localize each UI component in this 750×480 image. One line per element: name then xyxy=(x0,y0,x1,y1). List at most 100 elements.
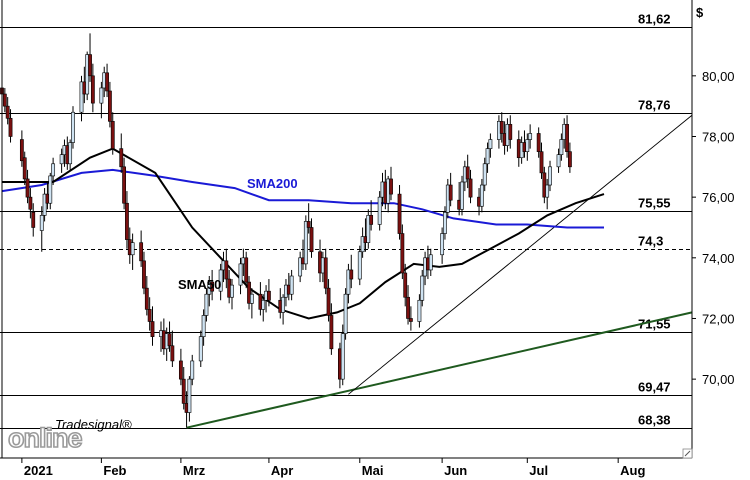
y-tick-label-1: 72,00 xyxy=(702,311,735,326)
candle-13 xyxy=(51,157,56,186)
candle-body xyxy=(170,345,175,362)
candle-132 xyxy=(536,127,541,158)
candle-53 xyxy=(210,269,215,301)
x-tick-label-1: Feb xyxy=(103,463,126,478)
candle-body xyxy=(31,212,36,228)
candle-body xyxy=(565,124,569,152)
y-tick-label-0: 70,00 xyxy=(702,372,735,387)
candle-121 xyxy=(488,133,493,158)
candle-93 xyxy=(377,191,382,231)
candle-33 xyxy=(130,233,135,270)
candle-67 xyxy=(267,279,271,307)
candle-body xyxy=(59,154,64,165)
y-axis: 70,00 72,00 74,00 76,00 78,00 80,00 xyxy=(692,69,735,387)
candle-101 xyxy=(406,285,410,325)
candle-89 xyxy=(360,227,365,258)
candle-62 xyxy=(247,276,251,310)
candle-137 xyxy=(556,148,561,173)
candle-body xyxy=(482,163,487,186)
candle-91 xyxy=(366,209,371,249)
axis-frame xyxy=(0,0,693,459)
level-label-0: 81,62 xyxy=(638,12,671,27)
candle-body xyxy=(536,133,541,152)
candle-body xyxy=(499,121,504,134)
candle-body xyxy=(244,257,249,283)
y-tick-label-5: 80,00 xyxy=(702,69,735,84)
candle-body xyxy=(39,215,44,231)
candle-body xyxy=(369,215,374,225)
x-tick-label-3: Apr xyxy=(271,463,293,478)
candle-9 xyxy=(39,206,44,252)
candle-body xyxy=(147,309,152,322)
candle-36 xyxy=(144,276,149,316)
candle-body xyxy=(428,254,433,271)
candlesticks xyxy=(0,33,572,428)
candle-body xyxy=(323,257,328,289)
candle-102 xyxy=(408,306,413,331)
candle-17 xyxy=(68,139,73,170)
candle-body xyxy=(525,139,530,152)
candle-77 xyxy=(309,218,314,258)
candle-body xyxy=(346,269,351,295)
candle-body xyxy=(28,196,33,210)
candle-body xyxy=(267,290,271,301)
candle-body xyxy=(190,360,195,380)
candle-44 xyxy=(178,348,183,386)
candle-body xyxy=(289,275,294,295)
candle-body xyxy=(238,263,243,286)
candle-50 xyxy=(201,309,206,346)
candle-49 xyxy=(198,330,203,368)
candle-61 xyxy=(244,251,249,289)
candle-body xyxy=(545,184,550,198)
candle-body xyxy=(142,260,146,289)
candle-body xyxy=(420,275,425,301)
candle-body xyxy=(306,221,311,228)
candle-130 xyxy=(525,133,530,161)
level-label-6: 68,38 xyxy=(638,413,671,428)
candle-92 xyxy=(369,200,374,231)
candle-body xyxy=(90,75,95,104)
candle-72 xyxy=(289,269,294,301)
candle-47 xyxy=(187,376,192,422)
candle-4 xyxy=(19,130,24,167)
online-logo: Tradesignal® online xyxy=(7,417,132,454)
candle-22 xyxy=(88,33,92,82)
candle-body xyxy=(247,281,251,304)
resize-grip-icon[interactable] xyxy=(682,448,693,459)
candle-body xyxy=(261,299,266,310)
candle-63 xyxy=(249,288,254,319)
candle-28 xyxy=(110,112,115,155)
candle-123 xyxy=(499,112,504,143)
candle-body xyxy=(150,321,155,337)
candle-body xyxy=(8,117,13,137)
candle-body xyxy=(2,93,7,107)
candle-107 xyxy=(428,248,433,277)
candle-135 xyxy=(545,178,550,210)
candle-80 xyxy=(323,248,328,295)
candle-7 xyxy=(28,188,33,219)
svg-text:Tradesignal®: Tradesignal® xyxy=(55,417,132,432)
level-label-1: 78,76 xyxy=(638,98,671,113)
candle-59 xyxy=(238,257,243,295)
candle-body xyxy=(403,272,408,298)
candle-54 xyxy=(218,263,223,301)
candle-body xyxy=(548,166,552,186)
candle-body xyxy=(25,178,30,198)
sma200-label: SMA200 xyxy=(247,176,298,191)
candle-body xyxy=(210,281,215,292)
level-label-3: 74,3 xyxy=(638,234,663,249)
candle-body xyxy=(119,148,124,168)
candle-body xyxy=(357,251,362,280)
candle-body xyxy=(303,221,308,265)
candle-118 xyxy=(479,178,484,213)
candle-131 xyxy=(528,124,533,149)
candle-body xyxy=(528,133,533,140)
candle-18 xyxy=(71,106,75,149)
candle-82 xyxy=(329,303,334,355)
candle-31 xyxy=(125,191,129,249)
candle-body xyxy=(366,215,371,243)
candle-24 xyxy=(99,81,104,119)
trendline-0 xyxy=(186,311,693,429)
candle-body xyxy=(440,233,445,256)
